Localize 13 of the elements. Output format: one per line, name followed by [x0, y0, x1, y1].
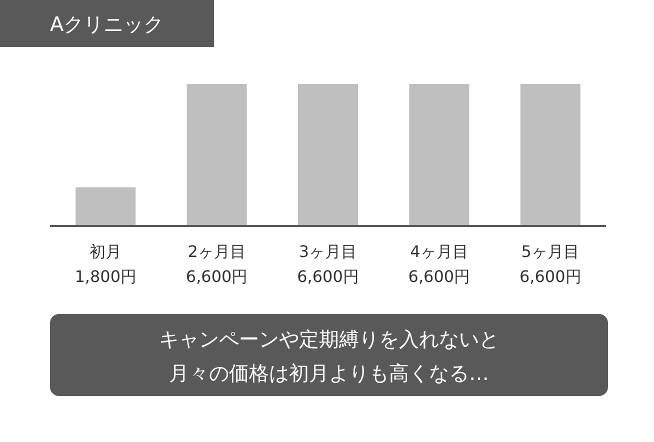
data-label: 6,600円	[297, 267, 359, 286]
text: キャンペーンや定期縛りを入れないと	[159, 327, 499, 351]
data-label: 6,600円	[186, 267, 248, 286]
text: 月々の価格は初月よりも高くなる…	[169, 361, 489, 385]
x-tick-label: 4ヶ月目	[410, 242, 468, 261]
x-tick-label: 2ヶ月目	[188, 242, 246, 261]
data-label: 1,800円	[74, 267, 137, 286]
data-label: 6,600円	[519, 267, 582, 286]
x-tick-label: 5ヶ月目	[521, 242, 580, 261]
chart-title: Aクリニック	[50, 12, 164, 36]
data-label: 6,600円	[408, 267, 470, 286]
x-tick-label: 3ヶ月目	[298, 242, 358, 261]
x-tick-label: 初月	[90, 242, 122, 261]
